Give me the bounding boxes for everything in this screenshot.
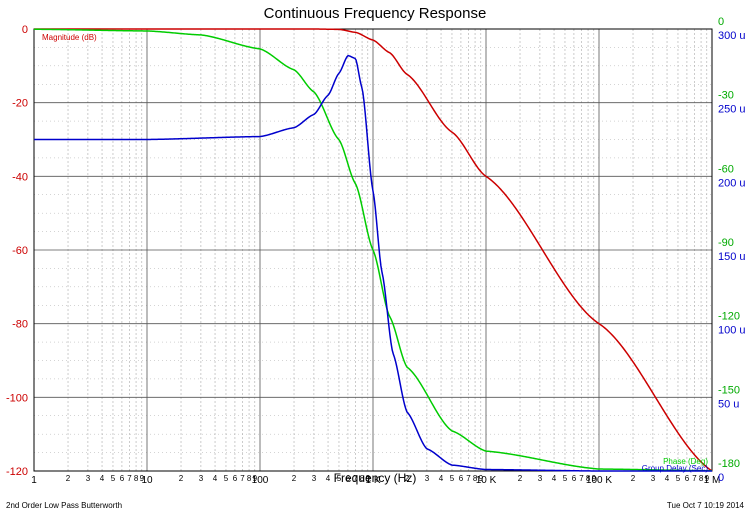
y-right-phase-tick-label: -30 <box>718 90 734 102</box>
y-left-tick-label: -60 <box>12 245 28 257</box>
x-minor-tick-label: 6 <box>120 474 125 483</box>
x-minor-tick-label: 2 <box>66 474 71 483</box>
x-minor-tick-label: 8 <box>473 474 478 483</box>
x-minor-tick-label: 6 <box>685 474 690 483</box>
y-right-phase-tick-label: -120 <box>718 311 740 323</box>
x-minor-tick-label: 2 <box>179 474 184 483</box>
footer-description: 2nd Order Low Pass Butterworth <box>6 501 123 510</box>
x-minor-tick-label: 3 <box>312 474 317 483</box>
x-minor-tick-label: 4 <box>213 474 218 483</box>
footer-timestamp: Tue Oct 7 10:19 2014 <box>666 501 744 510</box>
x-minor-tick-label: 4 <box>665 474 670 483</box>
x-minor-tick-label: 2 <box>518 474 523 483</box>
x-minor-tick-label: 8 <box>699 474 704 483</box>
y-right-delay-tick-label: 50 u <box>718 398 739 410</box>
x-minor-tick-label: 4 <box>100 474 105 483</box>
y-right-phase-tick-label: 0 <box>718 16 724 28</box>
x-minor-tick-label: 2 <box>405 474 410 483</box>
x-minor-tick-label: 5 <box>563 474 568 483</box>
x-minor-tick-label: 7 <box>353 474 358 483</box>
y-left-tick-label: -120 <box>6 466 28 478</box>
x-minor-tick-label: 4 <box>439 474 444 483</box>
y-left-tick-label: -20 <box>12 98 28 110</box>
plot-frame <box>33 28 713 472</box>
x-minor-tick-label: 5 <box>224 474 229 483</box>
x-minor-tick-label: 8 <box>360 474 365 483</box>
x-minor-tick-label: 6 <box>572 474 577 483</box>
y-right-axis-ticks: 0 300 u -30 250 u -60 200 u -90 150 u -120 100 u -… <box>718 16 746 484</box>
y-right-delay-tick-label: 0 <box>718 472 724 484</box>
y-left-tick-label: -80 <box>12 319 28 331</box>
x-minor-tick-label: 3 <box>425 474 430 483</box>
x-minor-tick-label: 6 <box>459 474 464 483</box>
x-minor-tick-label: 9 <box>366 474 371 483</box>
x-minor-tick-label: 4 <box>326 474 331 483</box>
y-left-tick-label: 0 <box>22 24 28 36</box>
y-left-tick-label: -100 <box>6 392 28 404</box>
x-minor-tick-label: 7 <box>127 474 132 483</box>
y-right-delay-tick-label: 250 u <box>718 104 746 116</box>
chart-title: Continuous Frequency Response <box>263 5 487 22</box>
y-right-phase-tick-label: -60 <box>718 163 734 175</box>
y-left-tick-label: -40 <box>12 171 28 183</box>
x-minor-tick-label: 3 <box>199 474 204 483</box>
x-minor-tick-label: 5 <box>450 474 455 483</box>
y-right-delay-tick-label: 150 u <box>718 251 746 263</box>
x-minor-tick-label: 9 <box>253 474 258 483</box>
x-minor-tick-label: 3 <box>651 474 656 483</box>
y-right-delay-tick-label: 300 u <box>718 30 746 42</box>
x-minor-tick-label: 8 <box>134 474 139 483</box>
x-tick-label: 1 M <box>704 475 721 486</box>
x-minor-tick-label: 5 <box>337 474 342 483</box>
x-minor-tick-label: 6 <box>346 474 351 483</box>
x-minor-tick-label: 5 <box>676 474 681 483</box>
legend-label: Group Delay (Sec) <box>642 464 709 473</box>
legend-label: Magnitude (dB) <box>42 33 97 42</box>
x-minor-tick-label: 3 <box>538 474 543 483</box>
x-minor-tick-label: 9 <box>592 474 597 483</box>
x-minor-tick-label: 9 <box>705 474 710 483</box>
x-axis-label: Frequency (Hz) <box>333 471 417 485</box>
y-left-axis-ticks: 0 -20 -40 -60 -80 -100 -120 <box>6 24 28 478</box>
x-tick-label: 1 K <box>365 475 380 486</box>
x-minor-tick-label: 7 <box>466 474 471 483</box>
x-minor-tick-label: 4 <box>552 474 557 483</box>
x-minor-tick-label: 8 <box>247 474 252 483</box>
x-minor-tick-label: 6 <box>233 474 238 483</box>
x-minor-tick-label: 7 <box>579 474 584 483</box>
legend-label: Phase (Deg) <box>663 457 708 466</box>
y-right-phase-tick-label: -90 <box>718 237 734 249</box>
y-right-delay-tick-label: 100 u <box>718 325 746 337</box>
x-minor-tick-label: 8 <box>586 474 591 483</box>
x-minor-tick-label: 9 <box>140 474 145 483</box>
y-right-phase-tick-label: -180 <box>718 458 740 470</box>
x-tick-label: 10 <box>141 475 153 486</box>
x-tick-label: 100 K <box>586 475 612 486</box>
x-tick-label: 10 K <box>476 475 497 486</box>
x-minor-tick-label: 2 <box>292 474 297 483</box>
x-tick-label: 100 <box>252 475 269 486</box>
legend-layer: Magnitude (dB) Phase (Deg)Group Delay (Se… <box>42 33 708 473</box>
x-tick-label: 1 <box>31 475 37 486</box>
y-right-phase-tick-label: -150 <box>718 384 740 396</box>
x-minor-tick-label: 5 <box>111 474 116 483</box>
y-right-delay-tick-label: 200 u <box>718 177 746 189</box>
series-line <box>34 54 712 472</box>
x-minor-tick-label: 3 <box>86 474 91 483</box>
x-minor-tick-label: 7 <box>692 474 697 483</box>
series-layer <box>34 28 713 472</box>
series-line <box>34 28 712 472</box>
x-minor-tick-label: 9 <box>479 474 484 483</box>
x-minor-tick-label: 2 <box>631 474 636 483</box>
series-line <box>34 28 713 472</box>
x-minor-tick-label: 7 <box>240 474 245 483</box>
